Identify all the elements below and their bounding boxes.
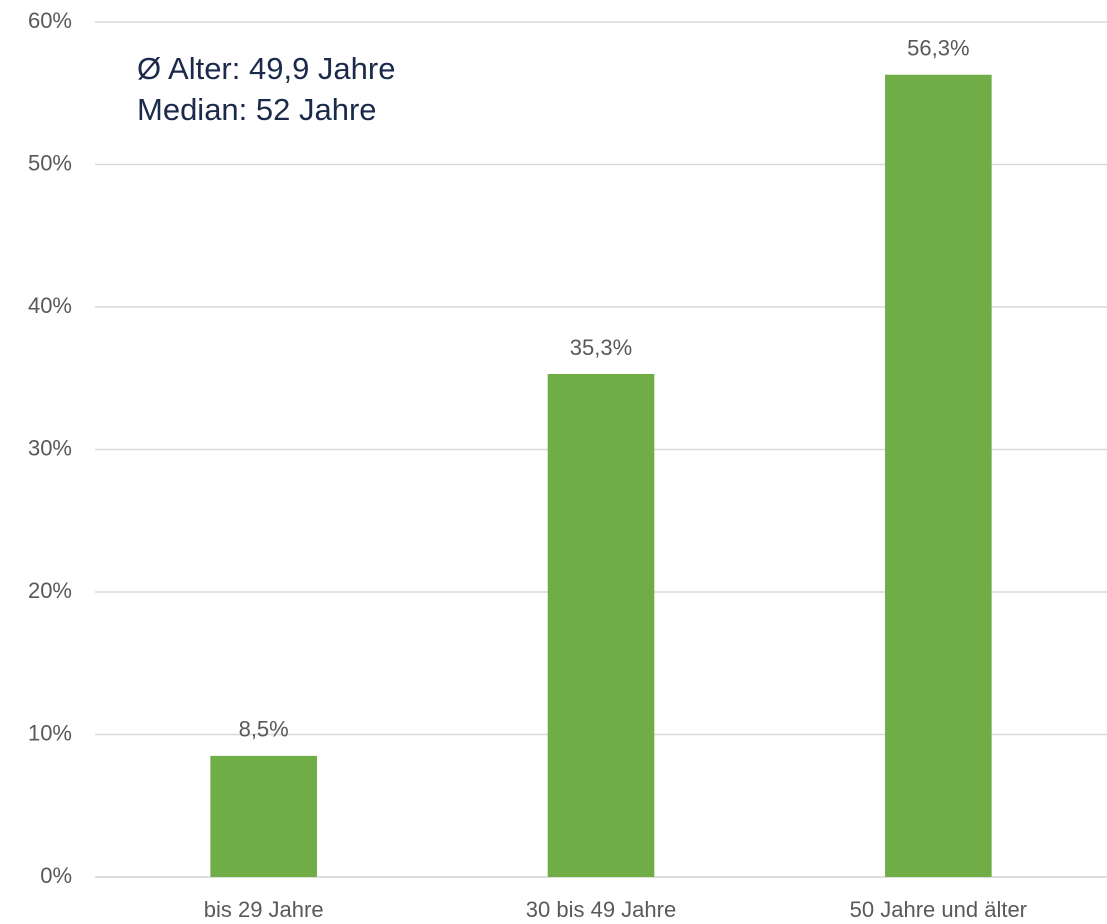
bar — [885, 74, 992, 878]
x-tick-label: bis 29 Jahre — [204, 897, 324, 922]
y-tick-label: 20% — [28, 578, 72, 603]
y-tick-label: 0% — [40, 863, 72, 888]
annotation: Ø Alter: 49,9 Jahre — [137, 51, 395, 86]
bar — [210, 755, 317, 877]
annotation: Median: 52 Jahre — [137, 92, 377, 127]
bar — [547, 373, 655, 877]
y-tick-label: 60% — [28, 8, 72, 33]
y-tick-label: 50% — [28, 150, 72, 175]
y-tick-label: 10% — [28, 720, 72, 745]
x-tick-label: 30 bis 49 Jahre — [526, 897, 676, 922]
data-label: 56,3% — [907, 36, 969, 61]
y-tick-label: 30% — [28, 435, 72, 460]
y-tick-label: 40% — [28, 293, 72, 318]
data-label: 35,3% — [570, 335, 632, 360]
data-label: 8,5% — [239, 717, 289, 742]
x-tick-label: 50 Jahre und älter — [850, 897, 1027, 922]
